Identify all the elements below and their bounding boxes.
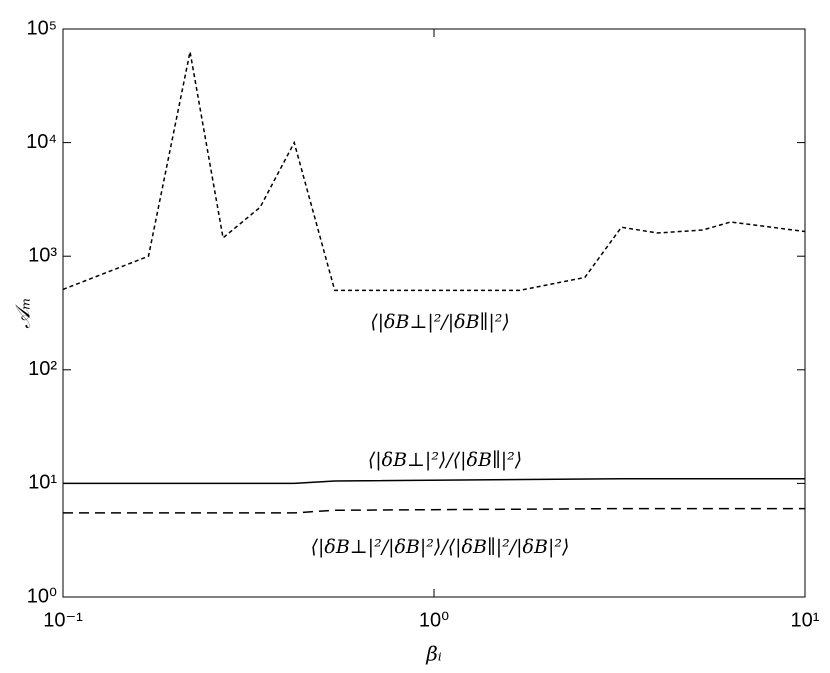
- y-tick-label: 10⁵: [26, 17, 57, 39]
- series-label: ⟨|δB⊥|²⟩/⟨|δB∥|²⟩: [368, 449, 522, 471]
- y-tick-label: 10⁴: [26, 131, 57, 153]
- x-tick-label: 10⁻¹: [43, 609, 83, 631]
- y-tick-label: 10³: [28, 244, 57, 266]
- series-line: [63, 477, 805, 485]
- series-line: [63, 507, 805, 514]
- x-axis-label: βᵢ: [425, 642, 442, 666]
- y-axis-label: 𝒜ₘ: [11, 297, 35, 328]
- series-label: ⟨|δB⊥|²/|δB∥|²⟩: [370, 311, 510, 333]
- series-label: ⟨|δB⊥|²/|δB|²⟩/⟨|δB∥|²/|δB|²⟩: [311, 536, 570, 558]
- series-line: [62, 51, 806, 292]
- y-tick-label: 10⁰: [27, 585, 57, 607]
- x-tick-label: 10⁰: [419, 609, 449, 631]
- y-tick-label: 10²: [28, 358, 57, 380]
- x-tick-label: 10¹: [791, 609, 820, 631]
- y-tick-label: 10¹: [28, 472, 57, 494]
